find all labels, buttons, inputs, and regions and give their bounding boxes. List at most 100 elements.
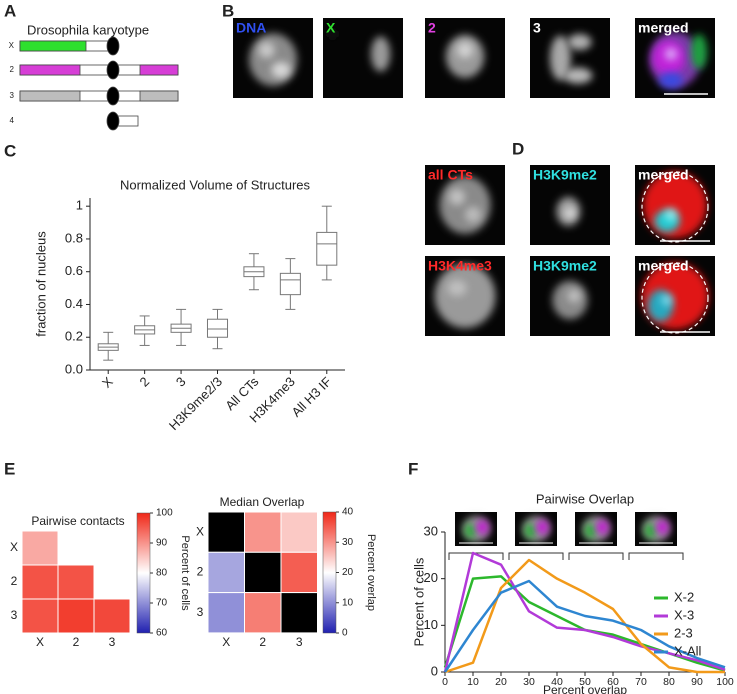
image-label: H3K4me3 (428, 258, 492, 274)
image-label: all CTs (428, 167, 473, 183)
micrograph (455, 512, 497, 546)
x-tick-label: All H3 IF (288, 374, 334, 420)
y-tick-label: X (196, 524, 204, 538)
colorbar-tick-label: 0 (342, 628, 348, 639)
karyotype-title: Drosophila karyotype (27, 22, 149, 37)
heatmap-cell (244, 551, 282, 594)
colorbar-tick-label: 30 (342, 537, 354, 548)
heatmap-cell (280, 511, 318, 553)
signal (249, 33, 297, 86)
micrograph (233, 18, 313, 98)
y-tick-label: X (10, 540, 18, 554)
colorbar-tick-label: 10 (342, 597, 354, 608)
bracket (568, 552, 624, 560)
heatmap-cell (57, 598, 95, 634)
signal (457, 42, 473, 58)
signal (439, 176, 491, 234)
x-tick-label: X (99, 374, 116, 391)
bracket (628, 552, 684, 560)
signal (475, 519, 490, 535)
panel-label: A (4, 1, 16, 20)
heatmap-cell (207, 511, 245, 553)
colorbar-tick-label: 70 (156, 598, 168, 609)
signal (645, 523, 657, 538)
panel-label: B (222, 1, 234, 20)
image-label: X (326, 20, 336, 36)
signal (434, 264, 496, 328)
nucleus-outline (641, 262, 709, 334)
signal (691, 34, 707, 70)
heatmap-cell (280, 551, 318, 594)
legend-label: X-2 (674, 589, 694, 604)
y-tick-label: 0.6 (65, 263, 83, 278)
signal (647, 289, 674, 322)
x-tick-label: X (222, 635, 230, 649)
x-tick-label: 2 (259, 635, 266, 649)
y-tick-label: 2 (197, 565, 204, 579)
signal (664, 208, 678, 222)
nucleus-outline (641, 171, 709, 243)
bracket (508, 552, 564, 560)
panel-label: C (4, 141, 16, 160)
micrograph (530, 256, 610, 336)
y-tick-label: 10 (424, 617, 438, 632)
colorbar-tick-label: 90 (156, 538, 168, 549)
x-tick-label: 70 (635, 676, 647, 688)
chart-title: Normalized Volume of Structures (120, 177, 311, 192)
y-tick-label: 0 (431, 663, 438, 678)
x-tick-label: X (36, 635, 44, 649)
series-line (443, 579, 726, 673)
signal (655, 519, 670, 535)
micrograph (425, 256, 505, 336)
chromosome-label: 4 (10, 116, 15, 125)
x-tick-label: 2 (136, 374, 152, 390)
legend-label: 2-3 (674, 625, 693, 640)
signal (550, 35, 571, 81)
x-tick-label: 60 (607, 676, 619, 688)
panel-label: E (4, 459, 15, 478)
micrograph (635, 256, 715, 336)
heatmap-cell (244, 511, 282, 553)
x-tick-label: 0 (442, 676, 448, 688)
heatmap-cell (21, 530, 59, 566)
y-tick-label: 30 (424, 523, 438, 538)
x-tick-label: 20 (495, 676, 507, 688)
heatmap-cell (207, 592, 245, 634)
x-tick-label: 50 (579, 676, 591, 688)
x-tick-label: H3K9me2/3 (166, 374, 225, 433)
x-tick-label: 3 (296, 635, 303, 649)
y-tick-label: 0.2 (65, 329, 83, 344)
signal (535, 519, 550, 535)
x-tick-label: 90 (691, 676, 703, 688)
y-tick-label: 3 (11, 608, 18, 622)
micrograph (515, 512, 557, 546)
chromosome-label: 2 (10, 65, 15, 74)
y-tick-label: 0.8 (65, 230, 83, 245)
colorbar-tick-label: 60 (156, 628, 168, 639)
chromosome-label: X (9, 41, 15, 50)
x-tick-label: 3 (109, 635, 116, 649)
signal (371, 36, 391, 72)
chart-title: Pairwise contacts (31, 514, 124, 528)
micrograph (530, 165, 610, 245)
heatmap-cell (280, 592, 318, 634)
image-label: H3K9me2 (533, 258, 597, 274)
signal (659, 72, 683, 89)
colorbar-label: Percent of cells (179, 535, 191, 611)
x-axis-label: Percent overlap (543, 683, 627, 694)
heatmap-cell (207, 551, 245, 594)
signal (447, 280, 467, 296)
panel-label: F (408, 459, 418, 478)
x-tick-label: 100 (716, 676, 734, 688)
x-tick-label: 2 (73, 635, 80, 649)
micrograph (635, 512, 677, 546)
y-tick-label: 2 (11, 574, 18, 588)
x-tick-label: 30 (523, 676, 535, 688)
colorbar-label: Percent overlap (365, 534, 377, 611)
signal (449, 189, 465, 205)
heatmap-cell (244, 592, 282, 634)
signal (567, 34, 592, 50)
series-line (444, 558, 725, 674)
